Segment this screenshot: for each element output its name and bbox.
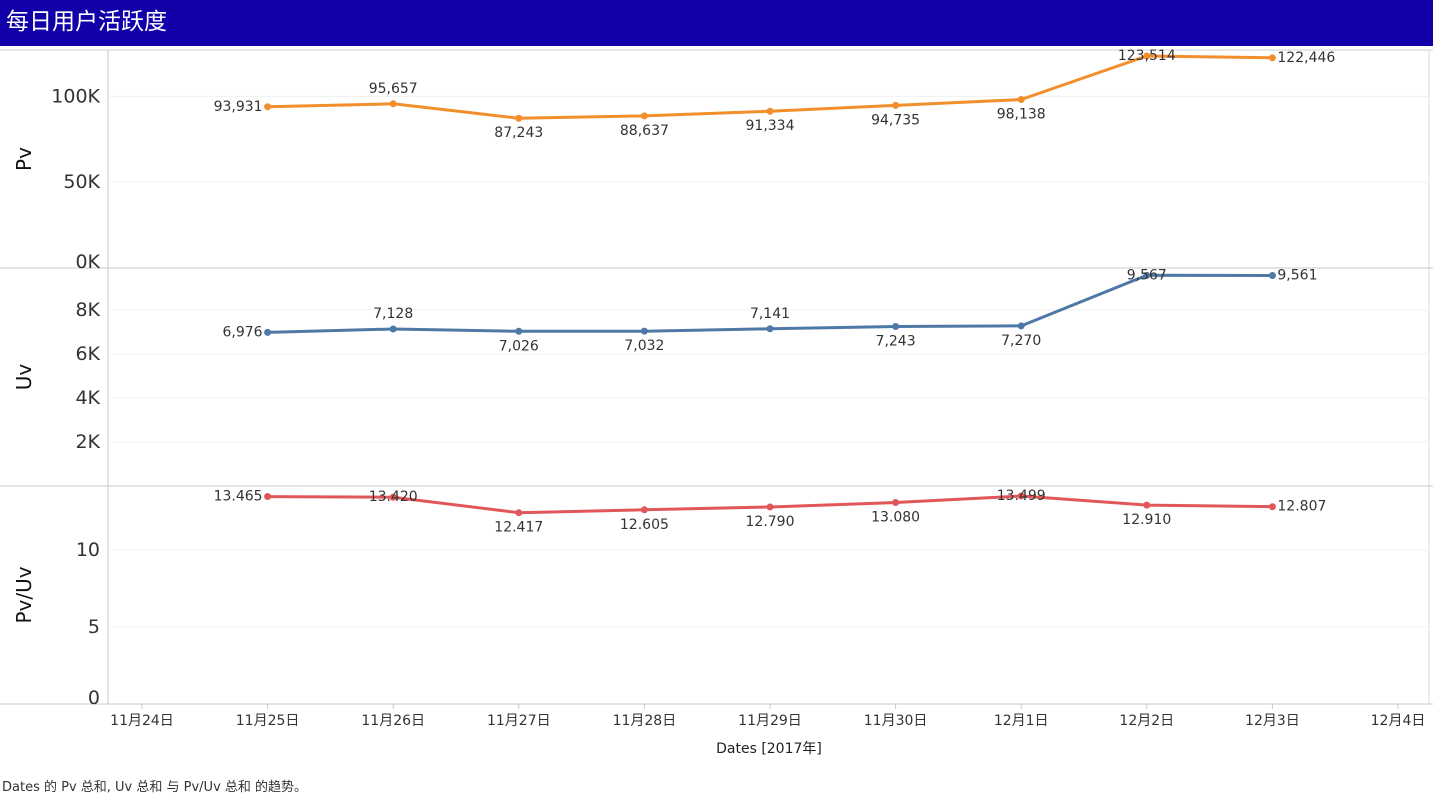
data-point (1143, 501, 1151, 509)
data-point (515, 114, 523, 122)
data-point (264, 103, 272, 111)
data-point (640, 327, 648, 335)
data-point (892, 498, 900, 506)
data-label: 93,931 (214, 99, 263, 115)
data-label: 7,128 (373, 306, 413, 322)
data-label: 7,032 (624, 338, 664, 354)
y-tick-label: 6K (75, 343, 100, 365)
data-label: 6,976 (223, 324, 263, 340)
data-label: 9,567 (1127, 267, 1167, 283)
chart-title: 每日用户活跃度 (6, 9, 167, 35)
data-point (264, 493, 272, 501)
x-tick-label: 11月24日 (110, 713, 174, 729)
data-point (640, 506, 648, 514)
x-tick-label: 11月29日 (738, 713, 802, 729)
y-tick-label: 5 (88, 616, 100, 638)
y-axis-title: Uv (12, 364, 36, 391)
data-point (389, 100, 397, 108)
data-point (640, 112, 648, 120)
data-point (1017, 96, 1025, 104)
y-axis-title: Pv/Uv (12, 566, 36, 623)
data-label: 87,243 (494, 125, 543, 141)
data-label: 7,243 (876, 334, 916, 350)
data-point (389, 493, 397, 501)
data-label: 12.807 (1277, 499, 1326, 515)
data-label: 91,334 (746, 118, 795, 134)
data-label: 7,141 (750, 306, 790, 322)
data-point (264, 328, 272, 336)
data-label: 12.605 (620, 517, 669, 533)
data-label: 13.465 (214, 489, 263, 505)
series-line (266, 273, 1274, 334)
data-point (892, 101, 900, 109)
y-tick-label: 10 (76, 539, 100, 561)
x-tick-label: 12月4日 (1371, 713, 1426, 729)
data-point (1268, 503, 1276, 511)
data-label: 13.420 (369, 489, 418, 505)
y-tick-label: 0K (75, 251, 100, 273)
y-axis-title: Pv (12, 147, 36, 171)
data-point (1017, 492, 1025, 500)
data-label: 88,637 (620, 123, 669, 139)
data-point (389, 325, 397, 333)
x-tick-label: 11月27日 (487, 713, 551, 729)
title-bar: 每日用户活跃度 (0, 0, 1433, 46)
x-tick-label: 11月26日 (361, 713, 425, 729)
data-point (1268, 271, 1276, 279)
data-label: 12.790 (746, 514, 795, 530)
x-tick-label: 12月3日 (1245, 713, 1300, 729)
x-tick-label: 12月2日 (1119, 713, 1174, 729)
data-label: 7,026 (499, 338, 539, 354)
y-tick-label: 0 (88, 687, 100, 709)
data-point (1143, 271, 1151, 279)
data-label: 98,138 (997, 107, 1046, 123)
data-label: 123,514 (1118, 48, 1176, 64)
data-label: 13.499 (997, 488, 1046, 504)
data-point (766, 107, 774, 115)
data-label: 9,561 (1277, 267, 1317, 283)
data-point (766, 325, 774, 333)
data-label: 122,446 (1277, 50, 1335, 66)
data-point (1017, 322, 1025, 330)
data-label: 95,657 (369, 81, 418, 97)
data-point (515, 327, 523, 335)
y-tick-label: 50K (63, 171, 100, 193)
y-tick-label: 4K (75, 387, 100, 409)
data-point (515, 509, 523, 517)
x-tick-label: 12月1日 (994, 713, 1049, 729)
data-label: 7,270 (1001, 333, 1041, 349)
data-point (1268, 54, 1276, 62)
x-tick-label: 11月28日 (613, 713, 677, 729)
data-label: 94,735 (871, 112, 920, 128)
chart-caption: Dates 的 Pv 总和, Uv 总和 与 Pv/Uv 总和 的趋势。 (2, 780, 308, 795)
data-point (766, 503, 774, 511)
data-label: 12.417 (494, 520, 543, 536)
y-tick-label: 2K (75, 431, 100, 453)
x-axis-title: Dates [2017年] (716, 741, 822, 757)
x-tick-label: 11月30日 (864, 713, 928, 729)
x-tick-label: 11月25日 (236, 713, 300, 729)
y-tick-label: 8K (75, 299, 100, 321)
y-tick-label: 100K (51, 85, 100, 107)
data-point (892, 323, 900, 331)
data-point (1143, 52, 1151, 60)
data-label: 13.080 (871, 509, 920, 525)
data-label: 12.910 (1122, 512, 1171, 528)
